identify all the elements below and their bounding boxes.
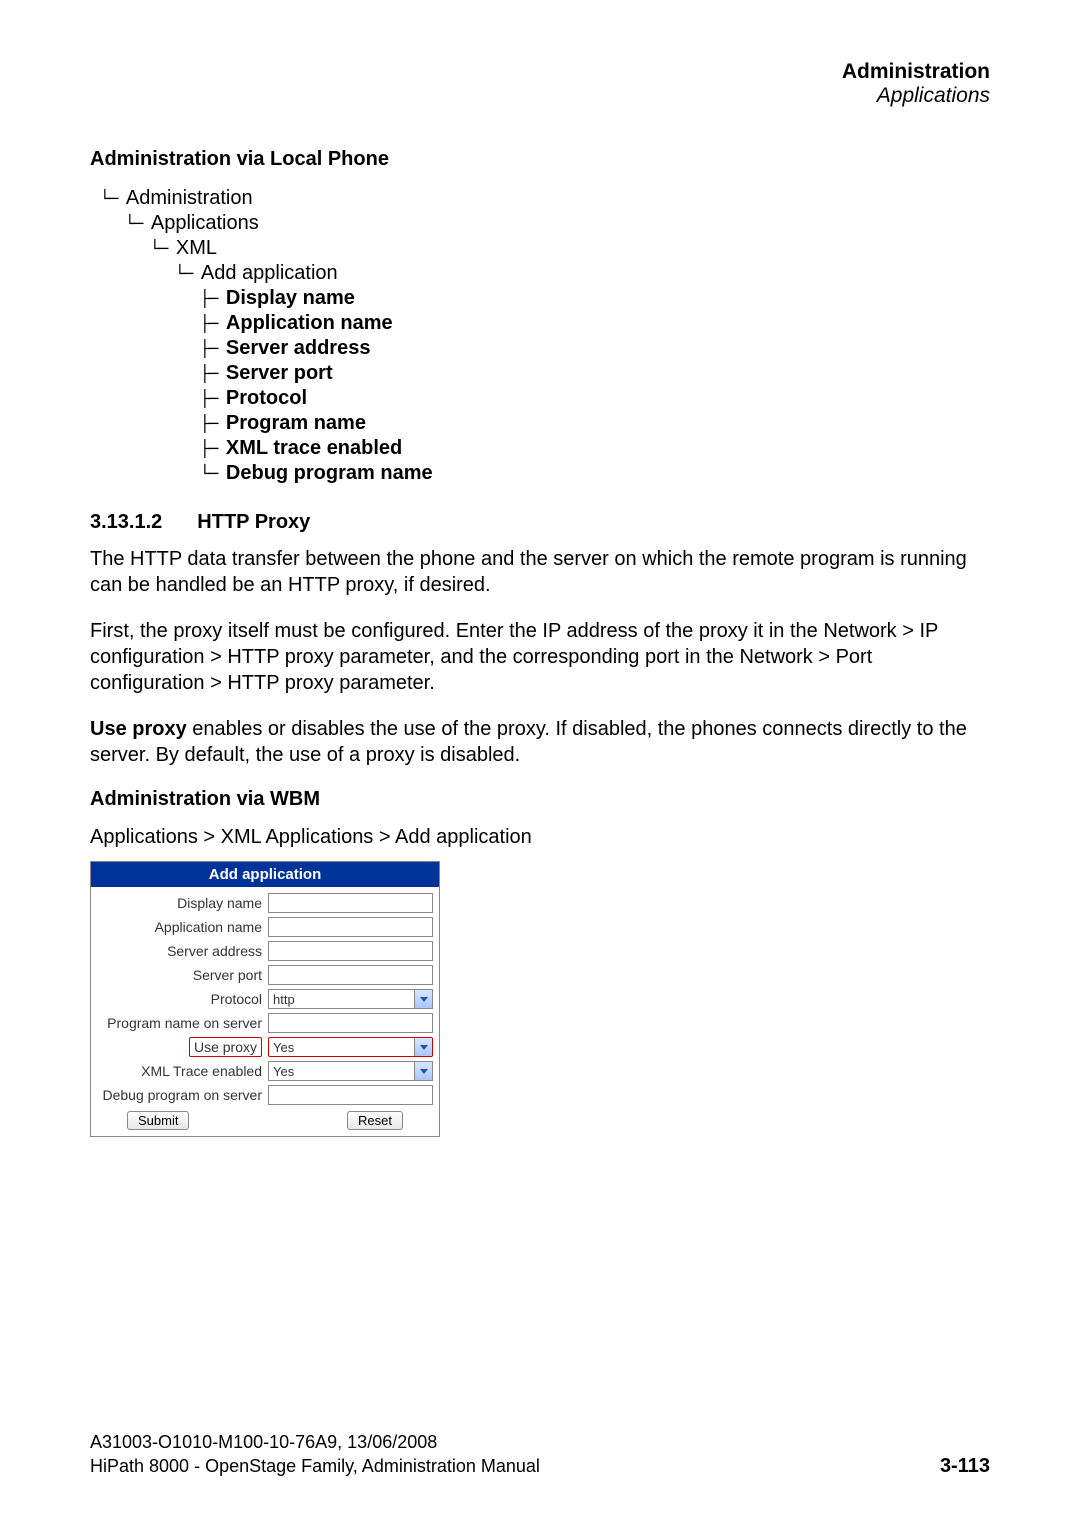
xml-trace-select[interactable]: Yes xyxy=(268,1061,433,1081)
tree-label: XML xyxy=(176,237,217,259)
section-heading-wbm: Administration via WBM xyxy=(90,788,990,811)
subsection-number: 3.13.1.2 xyxy=(90,511,162,534)
use-proxy-value: Yes xyxy=(273,1040,294,1055)
form-row-server-address: Server address xyxy=(97,939,433,963)
footer-docid: A31003-O1010-M100-10-76A9, 13/06/2008 xyxy=(90,1431,540,1454)
page-number: 3-113 xyxy=(940,1455,990,1478)
tree-label: Add application xyxy=(201,262,338,284)
paragraph: Use proxy enables or disables the use of… xyxy=(90,716,990,768)
breadcrumb: Applications > XML Applications > Add ap… xyxy=(90,826,990,849)
tree-label: Server port xyxy=(226,362,333,384)
form-row-use-proxy: Use proxy Yes xyxy=(97,1035,433,1059)
submit-button[interactable]: Submit xyxy=(127,1111,189,1130)
form-row-server-port: Server port xyxy=(97,963,433,987)
header-title: Administration xyxy=(90,60,990,84)
tree-node: ├─ Application name xyxy=(200,311,990,336)
chevron-down-icon xyxy=(414,1038,432,1056)
chevron-down-icon xyxy=(414,990,432,1008)
tree-label: XML trace enabled xyxy=(226,437,402,459)
label-use-proxy-text: Use proxy xyxy=(189,1037,262,1057)
tree-node: ├─ Program name xyxy=(200,411,990,436)
label-program-name: Program name on server xyxy=(97,1015,262,1031)
label-xml-trace: XML Trace enabled xyxy=(97,1063,262,1079)
tree-label: Program name xyxy=(226,412,366,434)
form-body: Display name Application name Server add… xyxy=(91,887,439,1136)
chevron-down-icon xyxy=(414,1062,432,1080)
tree-node: ├─ Server port xyxy=(200,361,990,386)
protocol-value: http xyxy=(273,992,295,1007)
xml-trace-value: Yes xyxy=(273,1064,294,1079)
display-name-input[interactable] xyxy=(268,893,433,913)
document-page: Administration Applications Administrati… xyxy=(0,0,1080,1528)
server-port-input[interactable] xyxy=(268,965,433,985)
page-header: Administration Applications xyxy=(90,60,990,108)
tree-label: Server address xyxy=(226,337,371,359)
tree-label: Display name xyxy=(226,287,355,309)
label-server-port: Server port xyxy=(97,967,262,983)
form-row-program-name: Program name on server xyxy=(97,1011,433,1035)
tree-node: ├─ XML trace enabled xyxy=(200,436,990,461)
label-server-address: Server address xyxy=(97,943,262,959)
tree-node: ├─ Display name xyxy=(200,286,990,311)
tree-label: Administration xyxy=(126,187,253,209)
reset-button[interactable]: Reset xyxy=(347,1111,403,1130)
tree-node: └─ Applications xyxy=(125,211,990,236)
form-row-xml-trace: XML Trace enabled Yes xyxy=(97,1059,433,1083)
footer-left: A31003-O1010-M100-10-76A9, 13/06/2008 Hi… xyxy=(90,1431,540,1478)
config-tree: └─ Administration └─ Applications └─ XML… xyxy=(100,186,990,486)
section-heading-local-phone: Administration via Local Phone xyxy=(90,148,990,171)
form-row-display-name: Display name xyxy=(97,891,433,915)
debug-program-input[interactable] xyxy=(268,1085,433,1105)
subsection-heading: 3.13.1.2 HTTP Proxy xyxy=(90,511,990,534)
form-title: Add application xyxy=(91,862,439,887)
application-name-input[interactable] xyxy=(268,917,433,937)
label-display-name: Display name xyxy=(97,895,262,911)
label-debug-program: Debug program on server xyxy=(97,1087,262,1103)
label-application-name: Application name xyxy=(97,919,262,935)
term-use-proxy: Use proxy xyxy=(90,718,187,740)
use-proxy-select[interactable]: Yes xyxy=(268,1037,433,1057)
tree-node: └─ Administration xyxy=(100,186,990,211)
header-subtitle: Applications xyxy=(90,84,990,108)
tree-node: ├─ Server address xyxy=(200,336,990,361)
form-row-protocol: Protocol http xyxy=(97,987,433,1011)
tree-node: └─ Add application xyxy=(175,261,990,286)
tree-node: └─ XML xyxy=(150,236,990,261)
paragraph: First, the proxy itself must be configur… xyxy=(90,618,990,696)
form-button-row: Submit Reset xyxy=(97,1111,433,1130)
paragraph: The HTTP data transfer between the phone… xyxy=(90,546,990,598)
page-footer: A31003-O1010-M100-10-76A9, 13/06/2008 Hi… xyxy=(90,1431,990,1478)
protocol-select[interactable]: http xyxy=(268,989,433,1009)
tree-label: Debug program name xyxy=(226,462,433,484)
tree-node: └─ Debug program name xyxy=(200,461,990,486)
paragraph-rest: enables or disables the use of the proxy… xyxy=(90,718,967,766)
tree-label: Applications xyxy=(151,212,259,234)
add-application-form: Add application Display name Application… xyxy=(90,861,440,1137)
form-row-debug-program: Debug program on server xyxy=(97,1083,433,1107)
subsection-title: HTTP Proxy xyxy=(197,511,310,534)
program-name-input[interactable] xyxy=(268,1013,433,1033)
form-row-application-name: Application name xyxy=(97,915,433,939)
tree-node: ├─ Protocol xyxy=(200,386,990,411)
server-address-input[interactable] xyxy=(268,941,433,961)
footer-manual: HiPath 8000 - OpenStage Family, Administ… xyxy=(90,1455,540,1478)
tree-label: Protocol xyxy=(226,387,307,409)
label-protocol: Protocol xyxy=(97,991,262,1007)
tree-label: Application name xyxy=(226,312,393,334)
label-use-proxy: Use proxy xyxy=(97,1037,262,1057)
